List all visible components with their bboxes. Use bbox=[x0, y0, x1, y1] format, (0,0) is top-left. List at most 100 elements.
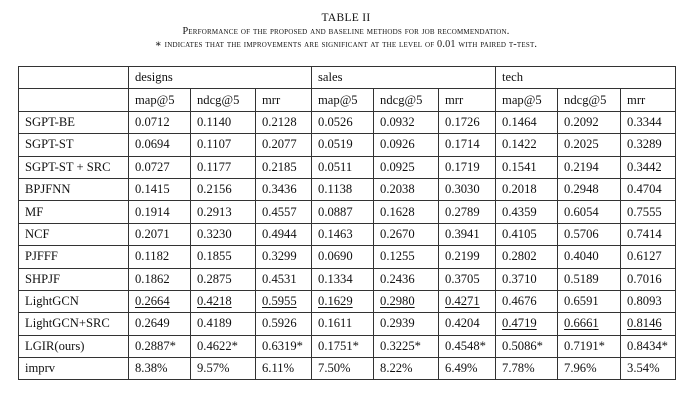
value-cell: 0.1751* bbox=[311, 334, 375, 359]
value-cell: 0.0887 bbox=[311, 200, 375, 224]
value-cell: 0.2071 bbox=[128, 222, 191, 247]
method-name-cell: SGPT-BE bbox=[18, 110, 129, 135]
metric-header: map@5 bbox=[495, 88, 559, 112]
value-cell: 0.2649 bbox=[128, 312, 191, 336]
value-cell: 0.5706 bbox=[557, 222, 622, 247]
method-name-cell: LGIR(ours) bbox=[18, 334, 129, 359]
method-name-cell: imprv bbox=[18, 357, 129, 381]
value-cell: 0.3941 bbox=[438, 222, 497, 247]
value-cell: 0.2025 bbox=[557, 133, 622, 157]
value-cell: 0.6661 bbox=[557, 312, 622, 336]
value-cell: 0.1255 bbox=[373, 245, 440, 269]
value-cell: 0.2077 bbox=[254, 133, 313, 157]
method-name-cell: LightGCN bbox=[18, 289, 129, 314]
table-row: NCF 0.2071 0.3230 0.4944 0.1463 0.2670 0.3941 0… bbox=[18, 222, 677, 247]
method-name-cell: BPJFNN bbox=[18, 177, 129, 202]
table-row: SGPT-BE 0.0712 0.1140 0.2128 0.0526 0.0932 0.1… bbox=[18, 110, 677, 135]
group-header-sales: sales bbox=[311, 65, 497, 90]
value-cell: 0.1177 bbox=[190, 155, 256, 179]
value-cell: 0.2789 bbox=[438, 200, 497, 224]
value-cell: 0.4040 bbox=[557, 245, 622, 269]
group-header-designs: designs bbox=[127, 65, 313, 90]
value-cell: 0.1914 bbox=[128, 200, 191, 224]
table-row: SHPJF 0.1862 0.2875 0.4531 0.1334 0.2436 0.370… bbox=[18, 267, 677, 291]
value-cell: 0.8146 bbox=[620, 312, 677, 336]
table-row: SGPT-ST + SRC 0.0727 0.1177 0.2185 0.0511 0.0… bbox=[18, 155, 677, 179]
value-cell: 0.0519 bbox=[311, 133, 375, 157]
value-cell: 0.2664 bbox=[128, 289, 191, 314]
group-header-tech: tech bbox=[495, 65, 677, 90]
method-name-cell: LightGCN+SRC bbox=[18, 312, 129, 336]
value-cell: 7.78% bbox=[495, 357, 559, 381]
value-cell: 0.0526 bbox=[311, 110, 375, 135]
value-cell: 0.1463 bbox=[311, 222, 375, 247]
value-cell: 0.0712 bbox=[128, 110, 191, 135]
value-cell: 0.1334 bbox=[311, 267, 375, 291]
value-cell: 0.0925 bbox=[373, 155, 440, 179]
results-table: designs sales tech map@5 ndcg@5 mrr map@… bbox=[18, 65, 677, 381]
table-row: LightGCN 0.2664 0.4218 0.5955 0.1629 0.2980 0.… bbox=[18, 289, 677, 314]
value-cell: 0.3442 bbox=[620, 155, 677, 179]
value-cell: 0.7191* bbox=[557, 334, 622, 359]
table-row: MF 0.1914 0.2913 0.4557 0.0887 0.1628 0.2789 0.… bbox=[18, 200, 677, 224]
value-cell: 0.2875 bbox=[190, 267, 256, 291]
method-name-cell: MF bbox=[18, 200, 129, 224]
value-cell: 0.1719 bbox=[438, 155, 497, 179]
value-cell: 0.3030 bbox=[438, 177, 497, 202]
value-cell: 0.1628 bbox=[373, 200, 440, 224]
metric-header: ndcg@5 bbox=[190, 88, 256, 112]
value-cell: 0.3225* bbox=[373, 334, 440, 359]
value-cell: 0.3710 bbox=[495, 267, 559, 291]
metric-header: ndcg@5 bbox=[373, 88, 440, 112]
value-cell: 0.1415 bbox=[128, 177, 191, 202]
value-cell: 0.1541 bbox=[495, 155, 559, 179]
value-cell: 0.4105 bbox=[495, 222, 559, 247]
value-cell: 0.4548* bbox=[438, 334, 497, 359]
value-cell: 0.2436 bbox=[373, 267, 440, 291]
value-cell: 0.1611 bbox=[311, 312, 375, 336]
table-row: BPJFNN 0.1415 0.2156 0.3436 0.1138 0.2038 0.30… bbox=[18, 177, 677, 202]
table-row: SGPT-ST 0.0694 0.1107 0.2077 0.0519 0.0926 0.1… bbox=[18, 133, 677, 157]
value-cell: 0.8093 bbox=[620, 289, 677, 314]
value-cell: 0.2980 bbox=[373, 289, 440, 314]
value-cell: 0.2939 bbox=[373, 312, 440, 336]
value-cell: 8.22% bbox=[373, 357, 440, 381]
value-cell: 0.2185 bbox=[254, 155, 313, 179]
method-name-cell: SGPT-ST bbox=[18, 133, 129, 157]
value-cell: 0.0690 bbox=[311, 245, 375, 269]
value-cell: 0.1714 bbox=[438, 133, 497, 157]
caption-line-1: Performance of the proposed and baseline… bbox=[182, 26, 510, 37]
value-cell: 0.2913 bbox=[190, 200, 256, 224]
value-cell: 0.4704 bbox=[620, 177, 677, 202]
metric-header: map@5 bbox=[311, 88, 375, 112]
value-cell: 0.6127 bbox=[620, 245, 677, 269]
value-cell: 0.2092 bbox=[557, 110, 622, 135]
value-cell: 0.4359 bbox=[495, 200, 559, 224]
value-cell: 3.54% bbox=[620, 357, 677, 381]
value-cell: 0.2038 bbox=[373, 177, 440, 202]
metric-header: mrr bbox=[620, 88, 677, 112]
method-name-cell: PJFFF bbox=[18, 245, 129, 269]
method-name-cell: SGPT-ST + SRC bbox=[18, 155, 129, 179]
value-cell: 0.5086* bbox=[495, 334, 559, 359]
value-cell: 8.38% bbox=[128, 357, 191, 381]
table-row: LGIR(ours) 0.2887* 0.4622* 0.6319* 0.1751* 0.… bbox=[18, 334, 677, 359]
value-cell: 0.4204 bbox=[438, 312, 497, 336]
metric-header-row: map@5 ndcg@5 mrr map@5 ndcg@5 mrr map@5 … bbox=[18, 88, 677, 112]
value-cell: 0.2948 bbox=[557, 177, 622, 202]
value-cell: 0.1138 bbox=[311, 177, 375, 202]
table-body: SGPT-BE 0.0712 0.1140 0.2128 0.0526 0.0932 0.1… bbox=[18, 110, 677, 381]
value-cell: 0.6319* bbox=[254, 334, 313, 359]
value-cell: 0.0932 bbox=[373, 110, 440, 135]
caption-line-2: ∗ indicates that the improvements are si… bbox=[154, 39, 538, 50]
value-cell: 0.5926 bbox=[254, 312, 313, 336]
value-cell: 9.57% bbox=[190, 357, 256, 381]
value-cell: 0.8434* bbox=[620, 334, 677, 359]
value-cell: 0.4218 bbox=[190, 289, 256, 314]
value-cell: 0.2887* bbox=[128, 334, 191, 359]
value-cell: 0.4944 bbox=[254, 222, 313, 247]
value-cell: 0.1422 bbox=[495, 133, 559, 157]
metric-header: mrr bbox=[438, 88, 497, 112]
value-cell: 0.4719 bbox=[495, 312, 559, 336]
value-cell: 0.1855 bbox=[190, 245, 256, 269]
